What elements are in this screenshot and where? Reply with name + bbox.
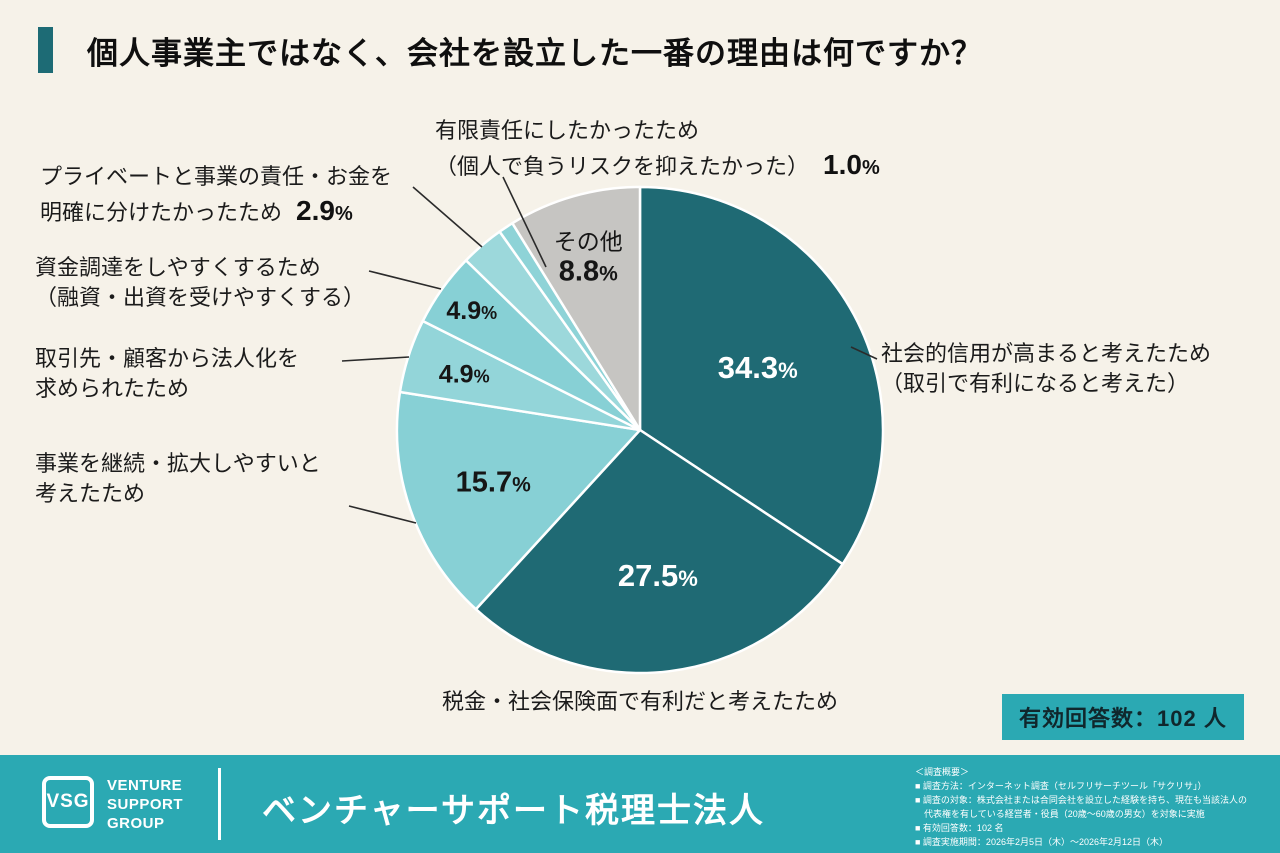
label-tax: 税金・社会保険面で有利だと考えたため <box>441 689 838 714</box>
slice-value-label: 4.9% <box>439 361 490 389</box>
pie-slice <box>474 428 844 675</box>
page-title: 個人事業主ではなく、会社を設立した一番の理由は何ですか？ <box>87 35 983 71</box>
slice-value-label: 4.9% <box>446 297 497 325</box>
label-clients: 取引先・顧客から法人化を 求められたため <box>35 346 300 401</box>
vsg-logo: VSG <box>42 776 94 828</box>
company-name: ベンチャーサポート税理士法人 <box>262 792 765 830</box>
slice-value-label: 15.7% <box>456 467 531 499</box>
label-private-split: プライベートと事業の責任・お金を 明確に分けたかったため 2.9% <box>40 164 393 226</box>
label-limited-liability: 有限責任にしたかったため （個人で負うリスクを抑えたかった） 1.0% <box>435 118 880 180</box>
footer: VSG VENTURE SUPPORT GROUP ベンチャーサポート税理士法人… <box>0 755 1280 853</box>
valid-responses-badge: 有効回答数：102 人 <box>1002 694 1244 740</box>
label-funding: 資金調達をしやすくするため （融資・出資を受けやすくする） <box>35 255 366 310</box>
label-trust: 社会的信用が高まると考えたため （取引で有利になると考えた） <box>881 341 1212 396</box>
title-accent-bar <box>38 27 53 73</box>
slice-value-label: 8.8% <box>559 256 618 288</box>
slice-value-label: 34.3% <box>718 350 798 385</box>
label-expand: 事業を継続・拡大しやすいと 考えたため <box>35 451 321 506</box>
title-row: 個人事業主ではなく、会社を設立した一番の理由は何ですか？ <box>38 27 983 73</box>
vsg-logo-text: VENTURE SUPPORT GROUP <box>107 777 184 832</box>
survey-overview: ＜調査概要＞ ■ 調査方法：インターネット調査（セルフリサーチツール「サクリサ」… <box>915 767 1247 847</box>
value-limited-liability: 1.0% <box>823 148 880 180</box>
value-private-split: 2.9% <box>296 194 353 226</box>
footer-divider <box>218 768 221 840</box>
slice-value-label: 27.5% <box>618 558 698 593</box>
slice-name-label: その他 <box>554 229 623 255</box>
